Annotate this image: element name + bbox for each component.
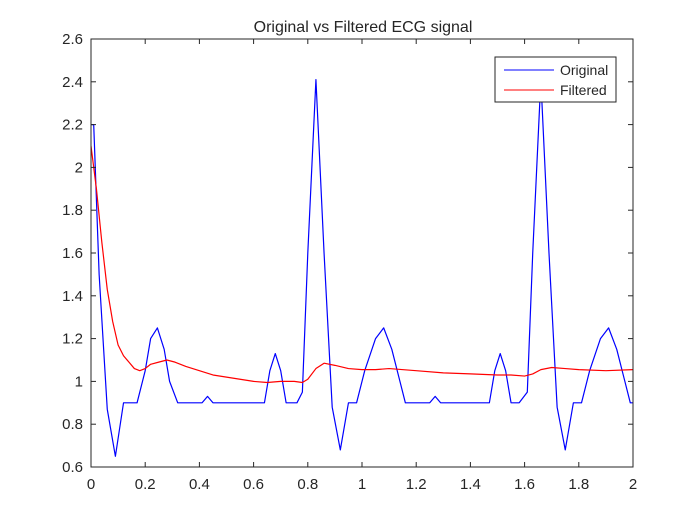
y-tick-label: 1.6 — [62, 245, 83, 262]
legend-label-original: Original — [560, 62, 608, 78]
y-tick-label: 2.2 — [62, 117, 83, 134]
y-tick-label: 0.6 — [62, 459, 83, 476]
x-axis-ticks: 0 0.2 0.4 0.6 0.8 1 1.2 1.4 1.6 1.8 2 — [87, 39, 637, 493]
y-tick-label: 1.8 — [62, 202, 83, 219]
plot-area — [91, 39, 633, 467]
y-tick-label: 1 — [75, 373, 83, 390]
x-tick-label: 1 — [358, 476, 366, 493]
series-line-original — [91, 79, 633, 457]
chart-title: Original vs Filtered ECG signal — [254, 19, 473, 36]
x-tick-label: 1.2 — [406, 476, 427, 493]
x-tick-label: 0.2 — [135, 476, 156, 493]
y-tick-label: 0.8 — [62, 416, 83, 433]
y-tick-label: 2.4 — [62, 74, 83, 91]
legend-label-filtered: Filtered — [560, 82, 607, 98]
y-tick-label: 2.6 — [62, 31, 83, 48]
y-tick-label: 2 — [75, 159, 83, 176]
x-tick-label: 0 — [87, 476, 95, 493]
y-axis-ticks: 0.6 0.8 1 1.2 1.4 1.6 1.8 2 2.2 2.4 2.6 — [62, 31, 633, 476]
x-tick-label: 0.6 — [243, 476, 264, 493]
legend-box — [494, 56, 617, 103]
x-tick-label: 1.6 — [514, 476, 535, 493]
legend: Original Filtered — [494, 56, 617, 103]
y-tick-label: 1.2 — [62, 331, 83, 348]
x-tick-label: 1.8 — [568, 476, 589, 493]
series-line-filtered — [91, 145, 633, 384]
x-tick-label: 0.4 — [189, 476, 210, 493]
y-tick-label: 1.4 — [62, 288, 83, 305]
x-tick-label: 0.8 — [297, 476, 318, 493]
x-tick-label: 1.4 — [460, 476, 481, 493]
series-layer — [91, 79, 633, 457]
x-tick-label: 2 — [629, 476, 637, 493]
